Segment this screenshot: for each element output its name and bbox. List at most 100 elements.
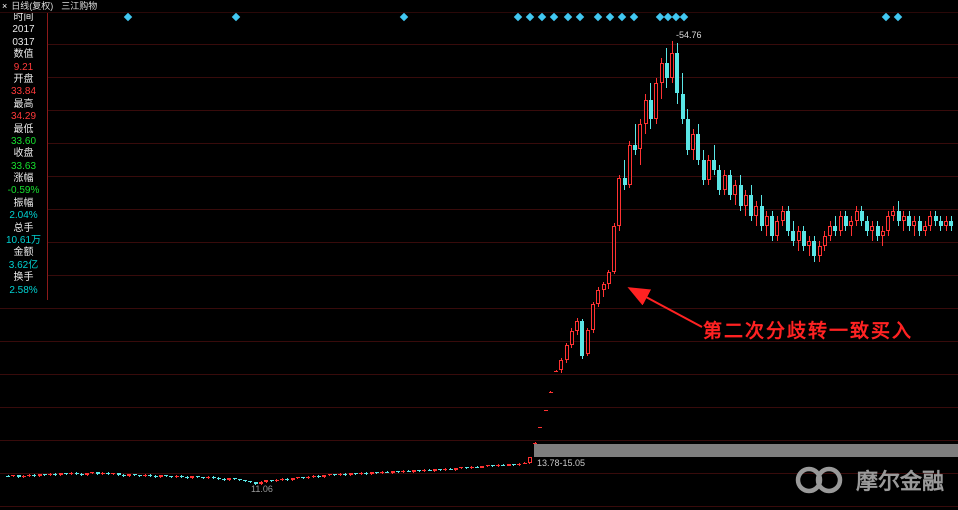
candle-body bbox=[259, 481, 263, 484]
candle-body bbox=[111, 473, 116, 475]
info-label: 开盘 bbox=[13, 73, 34, 85]
candle-body bbox=[833, 225, 838, 231]
candle-body bbox=[417, 470, 422, 472]
info-value: 2017 bbox=[12, 24, 35, 36]
info-label: 涨幅 bbox=[13, 173, 34, 185]
candle-body bbox=[464, 467, 469, 469]
candle-body bbox=[838, 215, 843, 231]
info-value: -0.59% bbox=[7, 185, 40, 197]
candle-body bbox=[385, 471, 390, 473]
candle-body bbox=[37, 474, 42, 476]
price-range-band bbox=[534, 444, 958, 457]
candle-body bbox=[359, 472, 364, 475]
info-value: 2.04% bbox=[9, 210, 38, 222]
candle-body bbox=[248, 481, 253, 483]
signal-diamond-icon bbox=[605, 12, 615, 22]
candle-wick bbox=[834, 215, 836, 237]
candle-body bbox=[685, 119, 690, 150]
candle-body bbox=[306, 476, 311, 479]
candle-body bbox=[533, 442, 537, 444]
candle-body bbox=[822, 236, 827, 247]
candle-wick bbox=[624, 159, 626, 191]
candle-body bbox=[775, 220, 780, 237]
candle-body bbox=[606, 271, 611, 284]
info-label: 最低 bbox=[13, 123, 34, 135]
candle-body bbox=[675, 52, 680, 94]
signal-diamond-icon bbox=[537, 12, 547, 22]
candle-body bbox=[264, 480, 269, 482]
signal-diamond-icon bbox=[575, 12, 585, 22]
stock-name: 三江购物 bbox=[61, 1, 98, 11]
quote-info-panel: 时间 2017 0317 数值 9.21 开盘 33.84 最高 34.29 最低 33.60 收盘 3… bbox=[0, 12, 48, 300]
candle-body bbox=[69, 472, 74, 475]
info-label: 振幅 bbox=[13, 197, 34, 209]
candle-body bbox=[522, 462, 527, 464]
info-row: 换手 2.58% bbox=[0, 272, 47, 297]
signal-diamond-icon bbox=[893, 12, 903, 22]
candle-body bbox=[933, 215, 938, 221]
candle-body bbox=[148, 474, 153, 476]
info-row: 总手 10.61万 bbox=[0, 223, 47, 248]
info-row: 最高 34.29 bbox=[0, 99, 47, 124]
candle-body bbox=[338, 473, 342, 476]
candle-body bbox=[85, 473, 89, 475]
candle-body bbox=[801, 231, 806, 247]
watermark: 摩尔金融 bbox=[795, 464, 944, 496]
candle-body bbox=[16, 475, 21, 477]
candle-body bbox=[106, 472, 111, 475]
info-value: 33.84 bbox=[10, 86, 37, 98]
candle-body bbox=[501, 464, 506, 466]
candle-body bbox=[269, 480, 274, 482]
candle-body bbox=[116, 473, 121, 475]
candle-body bbox=[659, 63, 664, 84]
candle-body bbox=[596, 290, 601, 305]
candle-body bbox=[807, 241, 811, 247]
candle-body bbox=[670, 52, 674, 79]
candle-body bbox=[369, 472, 374, 474]
info-label: 总手 bbox=[13, 222, 34, 234]
candle-body bbox=[64, 473, 68, 475]
candle-body bbox=[543, 410, 548, 412]
candle-body bbox=[780, 210, 785, 221]
info-label: 金额 bbox=[13, 247, 34, 259]
titlebar: × 日线(复权) 三江购物 bbox=[0, 0, 958, 13]
candle-body bbox=[332, 474, 337, 476]
candle-body bbox=[127, 474, 132, 476]
candle-body bbox=[706, 159, 711, 181]
candle-body bbox=[722, 175, 727, 191]
candle-body bbox=[222, 478, 227, 480]
candle-body bbox=[485, 465, 490, 467]
candle-body bbox=[132, 474, 137, 476]
info-value: 34.29 bbox=[10, 111, 37, 123]
close-icon[interactable]: × bbox=[2, 1, 8, 11]
info-row: 收盘 33.63 bbox=[0, 148, 47, 173]
candle-body bbox=[664, 63, 669, 79]
candle-body bbox=[796, 231, 801, 242]
candle-body bbox=[396, 471, 400, 473]
candle-body bbox=[901, 215, 906, 221]
candle-body bbox=[137, 475, 142, 477]
candle-body bbox=[401, 470, 406, 473]
candle-body bbox=[253, 482, 258, 484]
candle-body bbox=[680, 93, 685, 119]
candle-body bbox=[27, 474, 32, 476]
candle-body bbox=[949, 220, 954, 226]
candle-body bbox=[185, 476, 190, 478]
candle-wick bbox=[808, 236, 810, 257]
candle-body bbox=[627, 144, 632, 186]
moer-finance-logo-icon bbox=[795, 466, 843, 494]
candle-body bbox=[42, 474, 47, 476]
signal-diamond-icon bbox=[549, 12, 559, 22]
candle-body bbox=[764, 215, 769, 226]
candle-body bbox=[21, 475, 26, 477]
candle-body bbox=[343, 473, 348, 475]
candle-body bbox=[153, 475, 158, 477]
candle-body bbox=[432, 469, 437, 471]
candle-body bbox=[654, 83, 659, 119]
candle-body bbox=[786, 210, 790, 231]
candle-body bbox=[733, 185, 738, 196]
candle-body bbox=[480, 466, 485, 468]
candle-body bbox=[453, 468, 458, 470]
